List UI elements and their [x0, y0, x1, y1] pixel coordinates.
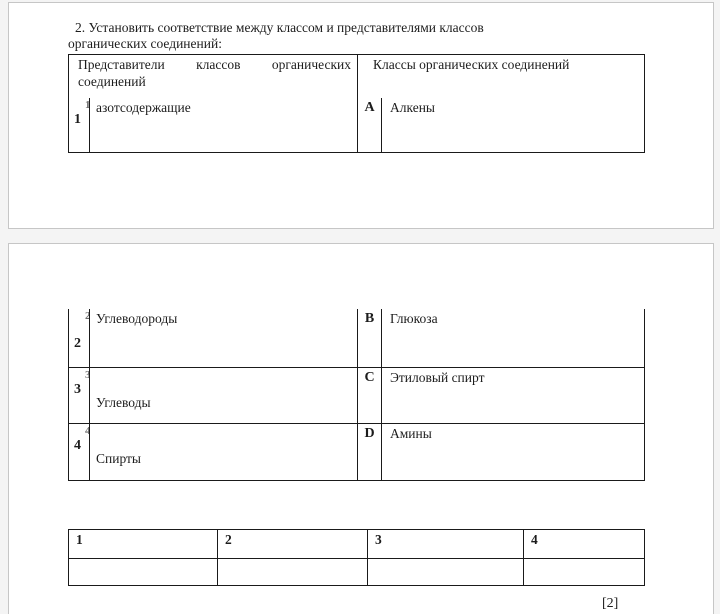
- match-table-part-1: Представители классов органических соеди…: [68, 54, 645, 153]
- row-number: 4: [74, 438, 81, 453]
- row-number: 1: [74, 112, 81, 127]
- row-number-cell: 3 3: [69, 368, 90, 423]
- answer-table: 1 2 3 4: [68, 529, 645, 586]
- question-line-1: 2. Установить соответствие между классом…: [75, 20, 484, 35]
- row-letter-cell: A: [358, 98, 382, 152]
- match-table-row-1: 1 1 азотсодержащие A Алкены: [69, 98, 644, 152]
- row-item-cell: Спирты: [90, 424, 358, 480]
- row-number-cell: 1 1: [69, 98, 90, 152]
- document-page-2: 2 2 Углеводороды B Глюкоза 3 3 Углеводы …: [8, 243, 714, 614]
- answer-table-value-row: [69, 559, 644, 585]
- match-table-header-row: Представители классов органических соеди…: [69, 55, 644, 98]
- answer-header-cell-3: 3: [368, 530, 524, 558]
- answer-table-header-row: 1 2 3 4: [69, 530, 644, 559]
- row-letter-cell: B: [358, 309, 382, 367]
- row-letter-cell: C: [358, 368, 382, 423]
- answer-header-cell-1: 1: [69, 530, 218, 558]
- answer-header-cell-2: 2: [218, 530, 368, 558]
- row-item-cell: Углеводы: [90, 368, 358, 423]
- scan-artifact-digit: 1: [85, 99, 89, 113]
- row-class-cell: Глюкоза: [390, 311, 438, 326]
- match-table-row-2: 2 2 Углеводороды B Глюкоза: [69, 309, 644, 368]
- match-table-row-3: 3 3 Углеводы C Этиловый спирт: [69, 368, 644, 424]
- answer-input-cell-4[interactable]: [524, 559, 644, 585]
- match-table-row-4: 4 4 Спирты D Амины: [69, 424, 644, 480]
- scan-artifact-digit: 4: [85, 425, 89, 439]
- row-class-cell: Амины: [390, 426, 432, 441]
- row-number: 3: [74, 382, 81, 397]
- row-number-cell: 4 4: [69, 424, 90, 480]
- answer-input-cell-2[interactable]: [218, 559, 368, 585]
- row-class-cell: Алкены: [390, 100, 435, 115]
- answer-input-cell-3[interactable]: [368, 559, 524, 585]
- question-line-2: органических соединений:: [68, 36, 222, 51]
- header-cell-representatives: Представители классов органических соеди…: [69, 55, 358, 98]
- answer-header-cell-4: 4: [531, 532, 538, 547]
- match-table-part-2: 2 2 Углеводороды B Глюкоза 3 3 Углеводы …: [68, 309, 645, 481]
- score-badge: [2]: [602, 596, 619, 611]
- scan-artifact-digit: 3: [85, 369, 89, 383]
- row-number-cell: 2 2: [69, 309, 90, 367]
- header-cell-classes: Классы органических соединений: [373, 57, 570, 72]
- document-page-1: 2. Установить соответствие между классом…: [8, 2, 714, 229]
- row-number: 2: [74, 336, 81, 351]
- scan-artifact-digit: 2: [85, 310, 89, 324]
- row-letter-cell: D: [358, 424, 382, 480]
- question-text: 2. Установить соответствие между классом…: [68, 20, 633, 52]
- row-class-cell: Этиловый спирт: [390, 370, 485, 385]
- answer-input-cell-1[interactable]: [69, 559, 218, 585]
- row-item-cell: Углеводороды: [90, 309, 358, 367]
- row-item-cell: азотсодержащие: [90, 98, 358, 152]
